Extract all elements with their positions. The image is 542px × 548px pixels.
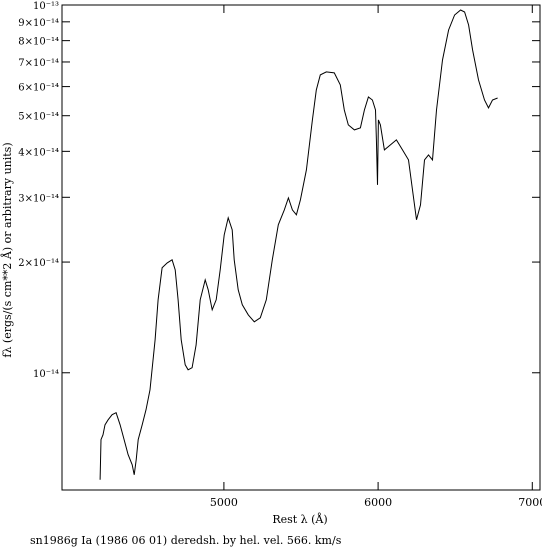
x-tick-label: 6000 <box>364 496 392 509</box>
y-tick-label: 4×10⁻¹⁴ <box>18 147 59 158</box>
x-axis-label: Rest λ (Å) <box>272 512 327 526</box>
x-tick-label: 5000 <box>210 496 238 509</box>
y-tick-label: 5×10⁻¹⁴ <box>18 112 59 123</box>
y-tick-label: 10⁻¹³ <box>33 1 59 12</box>
x-tick-label: 7000 <box>518 496 542 509</box>
y-tick-label: 10⁻¹⁴ <box>33 369 59 380</box>
y-tick-label: 9×10⁻¹⁴ <box>18 18 59 29</box>
y-tick-label: 2×10⁻¹⁴ <box>18 258 59 269</box>
spectrum-line <box>99 9 498 480</box>
caption: sn1986g Ia (1986 06 01) deredsh. by hel.… <box>30 534 342 547</box>
y-tick-label: 7×10⁻¹⁴ <box>18 58 59 69</box>
y-tick-label: 6×10⁻¹⁴ <box>18 83 59 94</box>
y-tick-label: 3×10⁻¹⁴ <box>18 193 59 204</box>
plot-frame <box>61 4 541 491</box>
y-tick-label: 8×10⁻¹⁴ <box>18 37 59 48</box>
y-axis-label: fλ (ergs/(s cm**2 Å) or arbitrary units) <box>0 142 14 357</box>
